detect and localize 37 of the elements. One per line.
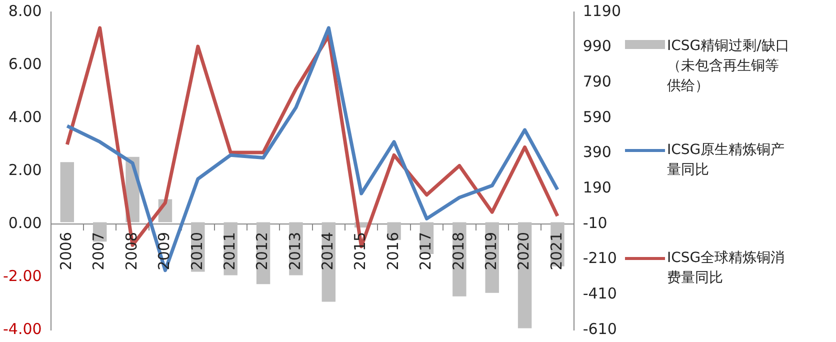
x-tick-label: 2020 (514, 232, 533, 270)
y2-tick-label: 990 (582, 37, 612, 56)
y-tick-label: -2.00 (3, 266, 42, 285)
x-tick-label: 2007 (90, 232, 108, 270)
y2-tick-label: 590 (582, 108, 612, 126)
x-tick-label: 2015 (351, 232, 370, 270)
legend-label: ICSG原生精炼铜产量同比 (667, 141, 786, 180)
y2-tick-label: 190 (582, 178, 612, 197)
x-tick-label: 2018 (449, 232, 468, 270)
x-tick-label: 2006 (57, 232, 76, 270)
bar (60, 162, 74, 222)
x-tick-label: 2019 (482, 232, 500, 270)
x-tick-label: 2017 (416, 232, 435, 270)
y-tick-label: 8.00 (8, 2, 42, 20)
y2-tick-label: 1190 (582, 2, 622, 20)
y2-tick-label: 390 (582, 143, 612, 162)
y-tick-label: 6.00 (8, 54, 42, 73)
x-tick-label: 2013 (286, 232, 304, 270)
y2-tick-label: 790 (582, 72, 612, 91)
legend-label: ICSG精铜过剩/缺口（未包含再生铜等供给） (667, 37, 790, 96)
x-tick-label: 2009 (155, 232, 174, 270)
y-tick-label: 4.00 (8, 108, 42, 126)
legend-label: ICSG全球精炼铜消费量同比 (667, 249, 786, 288)
x-tick-label: 2011 (220, 232, 238, 270)
x-tick-label: 2016 (384, 232, 402, 270)
x-tick-label: 2014 (318, 232, 337, 270)
y-tick-label: 2.00 (8, 160, 42, 179)
x-tick-label: 2008 (122, 232, 140, 270)
x-tick-label: 2021 (547, 232, 566, 270)
x-tick-label: 2010 (188, 232, 206, 270)
y2-tick-label: -10 (582, 214, 608, 232)
y-tick-label: 0.00 (8, 214, 42, 232)
y2-tick-label: -610 (582, 320, 617, 338)
y2-tick-label: -210 (582, 249, 617, 268)
x-tick-label: 2012 (253, 232, 272, 270)
y2-tick-label: -410 (582, 284, 617, 303)
y-tick-label: -4.00 (3, 320, 42, 338)
